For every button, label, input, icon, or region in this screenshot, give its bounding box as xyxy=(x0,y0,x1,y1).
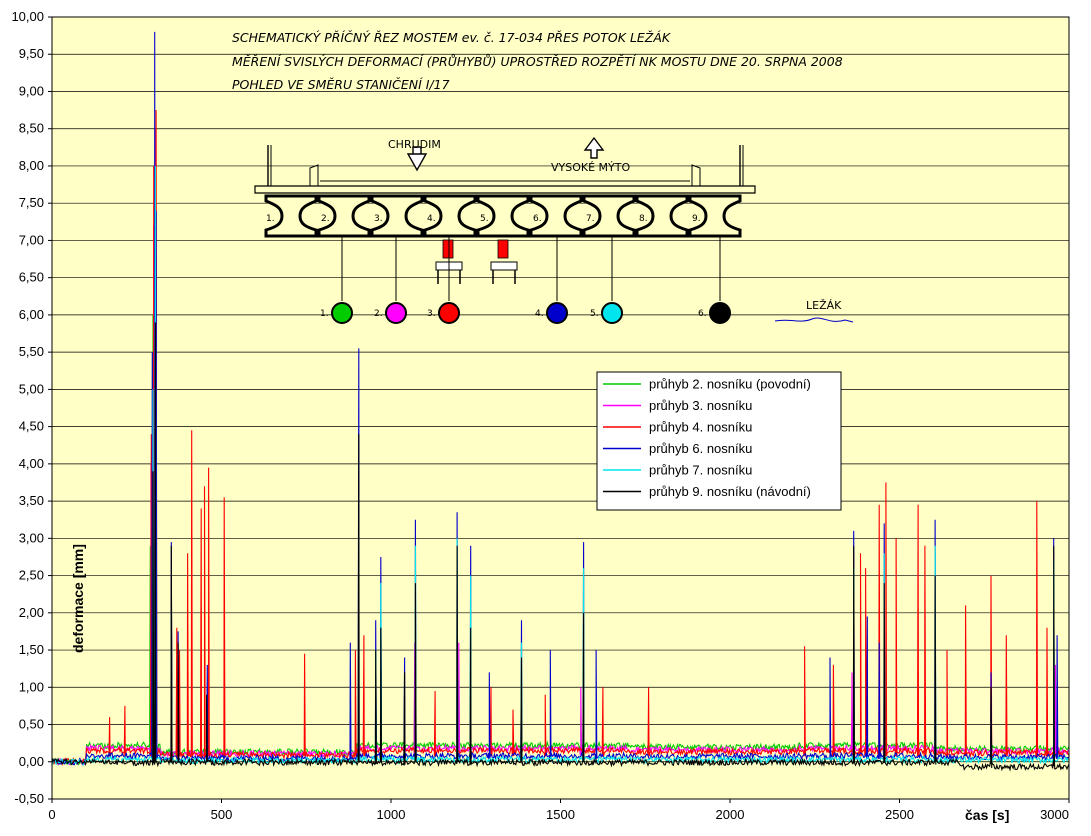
y-tick-label: 7,00 xyxy=(19,232,44,247)
y-tick-label: 4,50 xyxy=(19,419,44,434)
x-tick-label: 3000 xyxy=(1040,807,1069,822)
sensor-label: 2. xyxy=(374,309,383,319)
beam-number: 6. xyxy=(533,214,542,224)
series-layer xyxy=(51,31,1070,772)
beam-number: 9. xyxy=(692,214,701,224)
arrow-up-icon xyxy=(583,136,605,159)
y-tick-label: 5,00 xyxy=(19,381,44,396)
y-tick-label: 7,50 xyxy=(19,195,44,210)
x-tick-label: 1500 xyxy=(546,807,575,822)
arrow-down-icon xyxy=(406,146,428,172)
legend-entry: průhyb 6. nosníku xyxy=(649,441,752,456)
legend-entry: průhyb 9. nosníku (návodní) xyxy=(649,484,811,499)
beam-number: 8. xyxy=(639,214,648,224)
y-tick-label: 3,50 xyxy=(19,493,44,508)
y-tick-label: 8,00 xyxy=(19,158,44,173)
y-tick-label: 9,00 xyxy=(19,83,44,98)
y-tick-label: 8,50 xyxy=(19,121,44,136)
y-tick-label: 1,00 xyxy=(19,679,44,694)
beam-number: 7. xyxy=(586,214,595,224)
x-tick-label: 1000 xyxy=(377,807,406,822)
y-tick-label: 5,50 xyxy=(19,344,44,359)
sensor-marker xyxy=(385,302,407,324)
y-tick-label: 4,00 xyxy=(19,456,44,471)
series-line-5 xyxy=(51,165,1070,766)
sensor-label: 4. xyxy=(535,309,544,319)
sensor-marker xyxy=(331,302,353,324)
y-tick-label: 1,50 xyxy=(19,642,44,657)
x-axis-label: čas [s] xyxy=(965,807,1009,823)
legend-entry: průhyb 3. nosníku xyxy=(649,398,752,413)
sensor-marker xyxy=(709,302,731,324)
series-line-4 xyxy=(51,31,1070,766)
y-tick-label: 0,50 xyxy=(19,717,44,732)
legend: průhyb 2. nosníku (povodní) průhyb 3. nos… xyxy=(596,371,842,511)
sensor-marker xyxy=(546,302,568,324)
y-axis-label: deformace [mm] xyxy=(70,544,86,653)
y-axis-ticks: -0,50 0,00 0,50 1,00 1,50 2,00 2,50 3,00 3,50 4,0… xyxy=(11,9,52,806)
sensor-label: 1. xyxy=(320,309,329,319)
beam-number: 2. xyxy=(321,214,330,224)
y-tick-label: 9,50 xyxy=(19,46,44,61)
legend-entry: průhyb 7. nosníku xyxy=(649,463,752,478)
legend-box xyxy=(596,371,842,511)
sensor-label: 6. xyxy=(698,309,707,319)
x-tick-label: 0 xyxy=(48,807,55,822)
series-line-6 xyxy=(51,322,1070,772)
legend-entry: průhyb 2. nosníku (povodní) xyxy=(649,377,811,392)
beam-number: 3. xyxy=(374,214,383,224)
title-line-3: POHLED VE SMĚRU STANIČENÍ I/17 xyxy=(232,77,450,92)
y-tick-label: 10,00 xyxy=(11,9,44,24)
series-line-2 xyxy=(51,128,1070,766)
x-tick-label: 2000 xyxy=(716,807,745,822)
x-tick-label: 2500 xyxy=(885,807,914,822)
label-lezak: LEŽÁK xyxy=(806,299,842,312)
y-tick-label: 6,00 xyxy=(19,307,44,322)
legend-entry: průhyb 4. nosníku xyxy=(649,420,752,435)
sensor-marker xyxy=(601,302,623,324)
bridge-cross-section: 1. 2. 3. 4. 5. 6. 7. 8. 9. 1. 2. 3. 4. 5. 6. CHRUDIM VYS… xyxy=(254,136,854,324)
sensor-label: 3. xyxy=(427,309,436,319)
y-tick-label: -0,50 xyxy=(14,791,44,806)
beam-number: 1. xyxy=(266,214,275,224)
title-line-2: MĚŘENÍ SVISLÝCH DEFORMACÍ (PRŮHYBŮ) UPRO… xyxy=(232,54,843,69)
label-chrudim: CHRUDIM xyxy=(388,138,441,151)
sensor-label: 5. xyxy=(590,309,599,319)
plot-area xyxy=(52,17,1069,799)
y-tick-label: 6,50 xyxy=(19,270,44,285)
beam-number: 4. xyxy=(427,214,436,224)
x-axis-ticks: 0 500 1000 1500 2000 2500 3000 xyxy=(48,799,1070,822)
sensor-marker xyxy=(438,302,460,324)
y-tick-label: 3,00 xyxy=(19,530,44,545)
y-tick-label: 2,00 xyxy=(19,605,44,620)
label-vysoke-myto: VYSOKÉ MÝTO xyxy=(551,161,630,174)
x-tick-label: 500 xyxy=(211,807,233,822)
y-tick-label: 0,00 xyxy=(19,754,44,769)
beam-number: 5. xyxy=(480,214,489,224)
title-line-1: SCHEMATICKÝ PŘÍČNÝ ŘEZ MOSTEM ev. č. 17-… xyxy=(232,30,672,45)
y-tick-label: 2,50 xyxy=(19,568,44,583)
